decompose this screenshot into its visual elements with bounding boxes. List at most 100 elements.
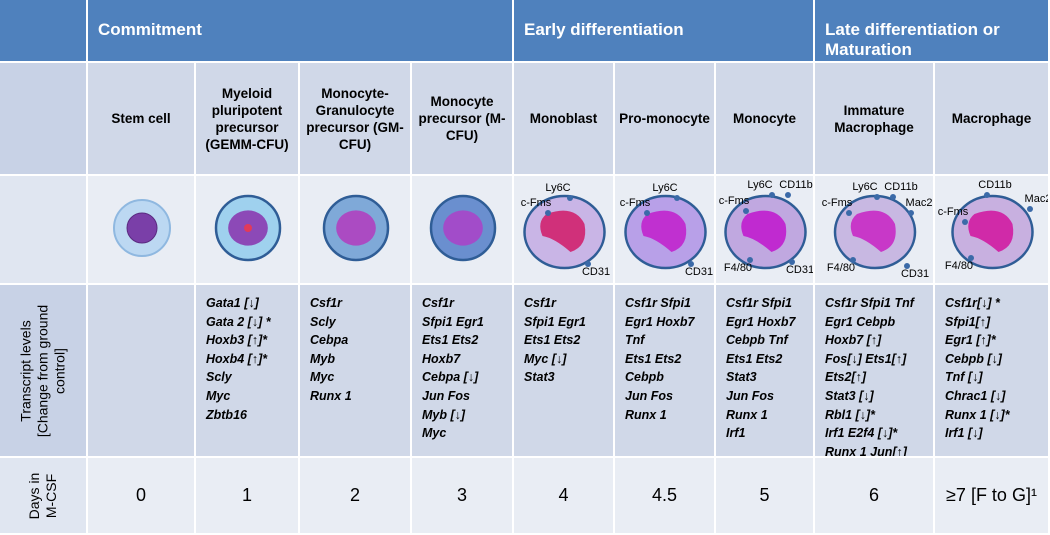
nucleus xyxy=(126,212,158,244)
marker-label: c-Fms xyxy=(719,195,750,207)
receptor xyxy=(962,219,968,225)
transcript: Myc [↓] xyxy=(524,351,567,366)
receptor xyxy=(545,210,551,216)
receptor xyxy=(688,261,694,267)
day-cell: 3 xyxy=(412,458,514,535)
marker-label: CD31 xyxy=(786,264,814,276)
receptor xyxy=(644,210,650,216)
receptor xyxy=(874,194,880,200)
transcript: Stat3 xyxy=(726,370,757,385)
cell-image-cell: Ly6C CD11b c-Fms F4/80 CD31 xyxy=(716,176,815,285)
transcripts-cell xyxy=(88,285,196,458)
row-label-cell: Days in M-CSF xyxy=(0,458,88,535)
transcript: Egr1 Hoxb7 xyxy=(625,314,695,329)
receptor xyxy=(984,192,990,198)
marker-label: F4/80 xyxy=(827,262,855,274)
marker-label: CD11b xyxy=(884,181,917,193)
marker-label: CD31 xyxy=(582,266,610,278)
receptor xyxy=(567,195,573,201)
stage-name-cell: Monocyte precursor (M-CFU) xyxy=(412,63,514,176)
transcript: Zbtb16 xyxy=(206,407,247,422)
transcripts-cell: Csf1r Sfpi1 Egr1 Hoxb7 Tnf Ets1 Ets2 Cebpb Ju… xyxy=(615,285,716,458)
cell-image-cell xyxy=(88,176,196,285)
transcript: Sfpi1[↑] xyxy=(945,314,991,329)
transcript: Sfpi1 Egr1 xyxy=(422,314,484,329)
transcript: Runx 1 xyxy=(726,407,768,422)
transcript: Runx 1 Jun[↑] xyxy=(825,444,907,458)
cell-illustration xyxy=(429,194,497,262)
receptor xyxy=(769,192,775,198)
cell-image-cell xyxy=(412,176,514,285)
transcript: Jun Fos xyxy=(726,388,774,403)
transcript: Runx 1 [↓]* xyxy=(945,407,1010,422)
day-value: 1 xyxy=(241,485,252,505)
marker-label: Ly6C xyxy=(545,182,570,194)
day-cell: 0 xyxy=(88,458,196,535)
transcript: Sfpi1 Egr1 xyxy=(524,314,586,329)
marker-label: c-Fms xyxy=(938,206,969,218)
transcript: Ets1 Ets2 xyxy=(524,333,581,348)
transcript: Myc xyxy=(422,426,447,441)
transcript: Fos[↓] Ets1[↑] xyxy=(825,351,907,366)
receptor xyxy=(789,259,795,265)
cell-image-cell: Ly6C CD11b Mac2 c-Fms F4/80 CD31 xyxy=(815,176,935,285)
transcript: Ets2[↑] xyxy=(825,370,866,385)
row-label: Transcript levels [Change from ground cont… xyxy=(18,304,69,436)
day-cell: 4 xyxy=(514,458,615,535)
cell-image-cell: Ly6C c-Fms CD31 xyxy=(514,176,615,285)
row-label-cell: Transcript levels [Change from ground cont… xyxy=(0,285,88,458)
day-cell: 1 xyxy=(196,458,300,535)
cell-image-cell: Ly6C c-Fms CD31 xyxy=(615,176,716,285)
cell-image-cell: CD11b Mac2 c-Fms F4/80 xyxy=(935,176,1050,285)
transcripts-cell: Csf1r Sfpi1 Tnf Egr1 Cebpb Hoxb7 [↑] Fos[↓]… xyxy=(815,285,935,458)
marker-label: F4/80 xyxy=(724,262,752,274)
stage-name-cell: Myeloid pluripotent precursor (GEMM-CFU) xyxy=(196,63,300,176)
transcript: Tnf [↓] xyxy=(945,370,983,385)
transcript: Cebpa [↓] xyxy=(422,370,479,385)
transcript: Csf1r[↓] * xyxy=(945,296,1000,310)
transcript: Hoxb3 [↑]* xyxy=(206,333,268,348)
stage-name-cell: Monocyte xyxy=(716,63,815,176)
transcript: Myc xyxy=(206,388,231,403)
receptor xyxy=(585,261,591,267)
receptor xyxy=(747,257,753,263)
transcript: Csf1r Sfpi1 xyxy=(726,296,792,310)
transcript: Myc xyxy=(310,370,335,385)
phase-header: Commitment xyxy=(88,0,514,63)
marker-label: Ly6C xyxy=(852,181,877,193)
transcript: Hoxb7 [↑] xyxy=(825,333,882,348)
transcript: Ets1 Ets2 xyxy=(625,351,682,366)
marker-label: CD11b xyxy=(978,179,1011,191)
receptor xyxy=(968,255,974,261)
nucleus xyxy=(641,210,687,252)
stage-name-cell: Monoblast xyxy=(514,63,615,176)
nucleolus xyxy=(244,224,252,232)
transcripts-cell: Csf1r Scly Cebpa Myb Myc Runx 1 xyxy=(300,285,412,458)
transcript: Gata1 [↓] xyxy=(206,296,259,310)
transcript: Csf1r Sfpi1 xyxy=(625,296,691,310)
nucleus xyxy=(968,210,1014,252)
marker-label: Ly6C xyxy=(747,179,772,191)
transcript: Myb [↓] xyxy=(422,407,466,422)
transcript: Cebpb [↓] xyxy=(945,351,1002,366)
transcript: Ets1 Ets2 xyxy=(422,333,479,348)
stage-name-cell: Monocyte-Granulocyte precursor (GM-CFU) xyxy=(300,63,412,176)
receptor xyxy=(904,263,910,269)
transcript: Scly xyxy=(310,314,336,329)
corner-cell xyxy=(0,0,88,63)
cell-image-cell xyxy=(300,176,412,285)
transcripts-cell: Csf1r Sfpi1 Egr1 Hoxb7 Cebpb Tnf Ets1 Ets2 S… xyxy=(716,285,815,458)
stage-name: Monocyte xyxy=(732,111,796,126)
row-label-cell xyxy=(0,176,88,285)
receptor xyxy=(908,210,914,216)
transcript: Csf1r xyxy=(310,296,342,310)
transcript: Jun Fos xyxy=(625,388,673,403)
receptor xyxy=(785,192,791,198)
nucleus xyxy=(443,210,483,246)
day-value: 4 xyxy=(558,485,569,505)
day-cell: 6 xyxy=(815,458,935,535)
stage-name: Pro-monocyte xyxy=(619,111,710,126)
